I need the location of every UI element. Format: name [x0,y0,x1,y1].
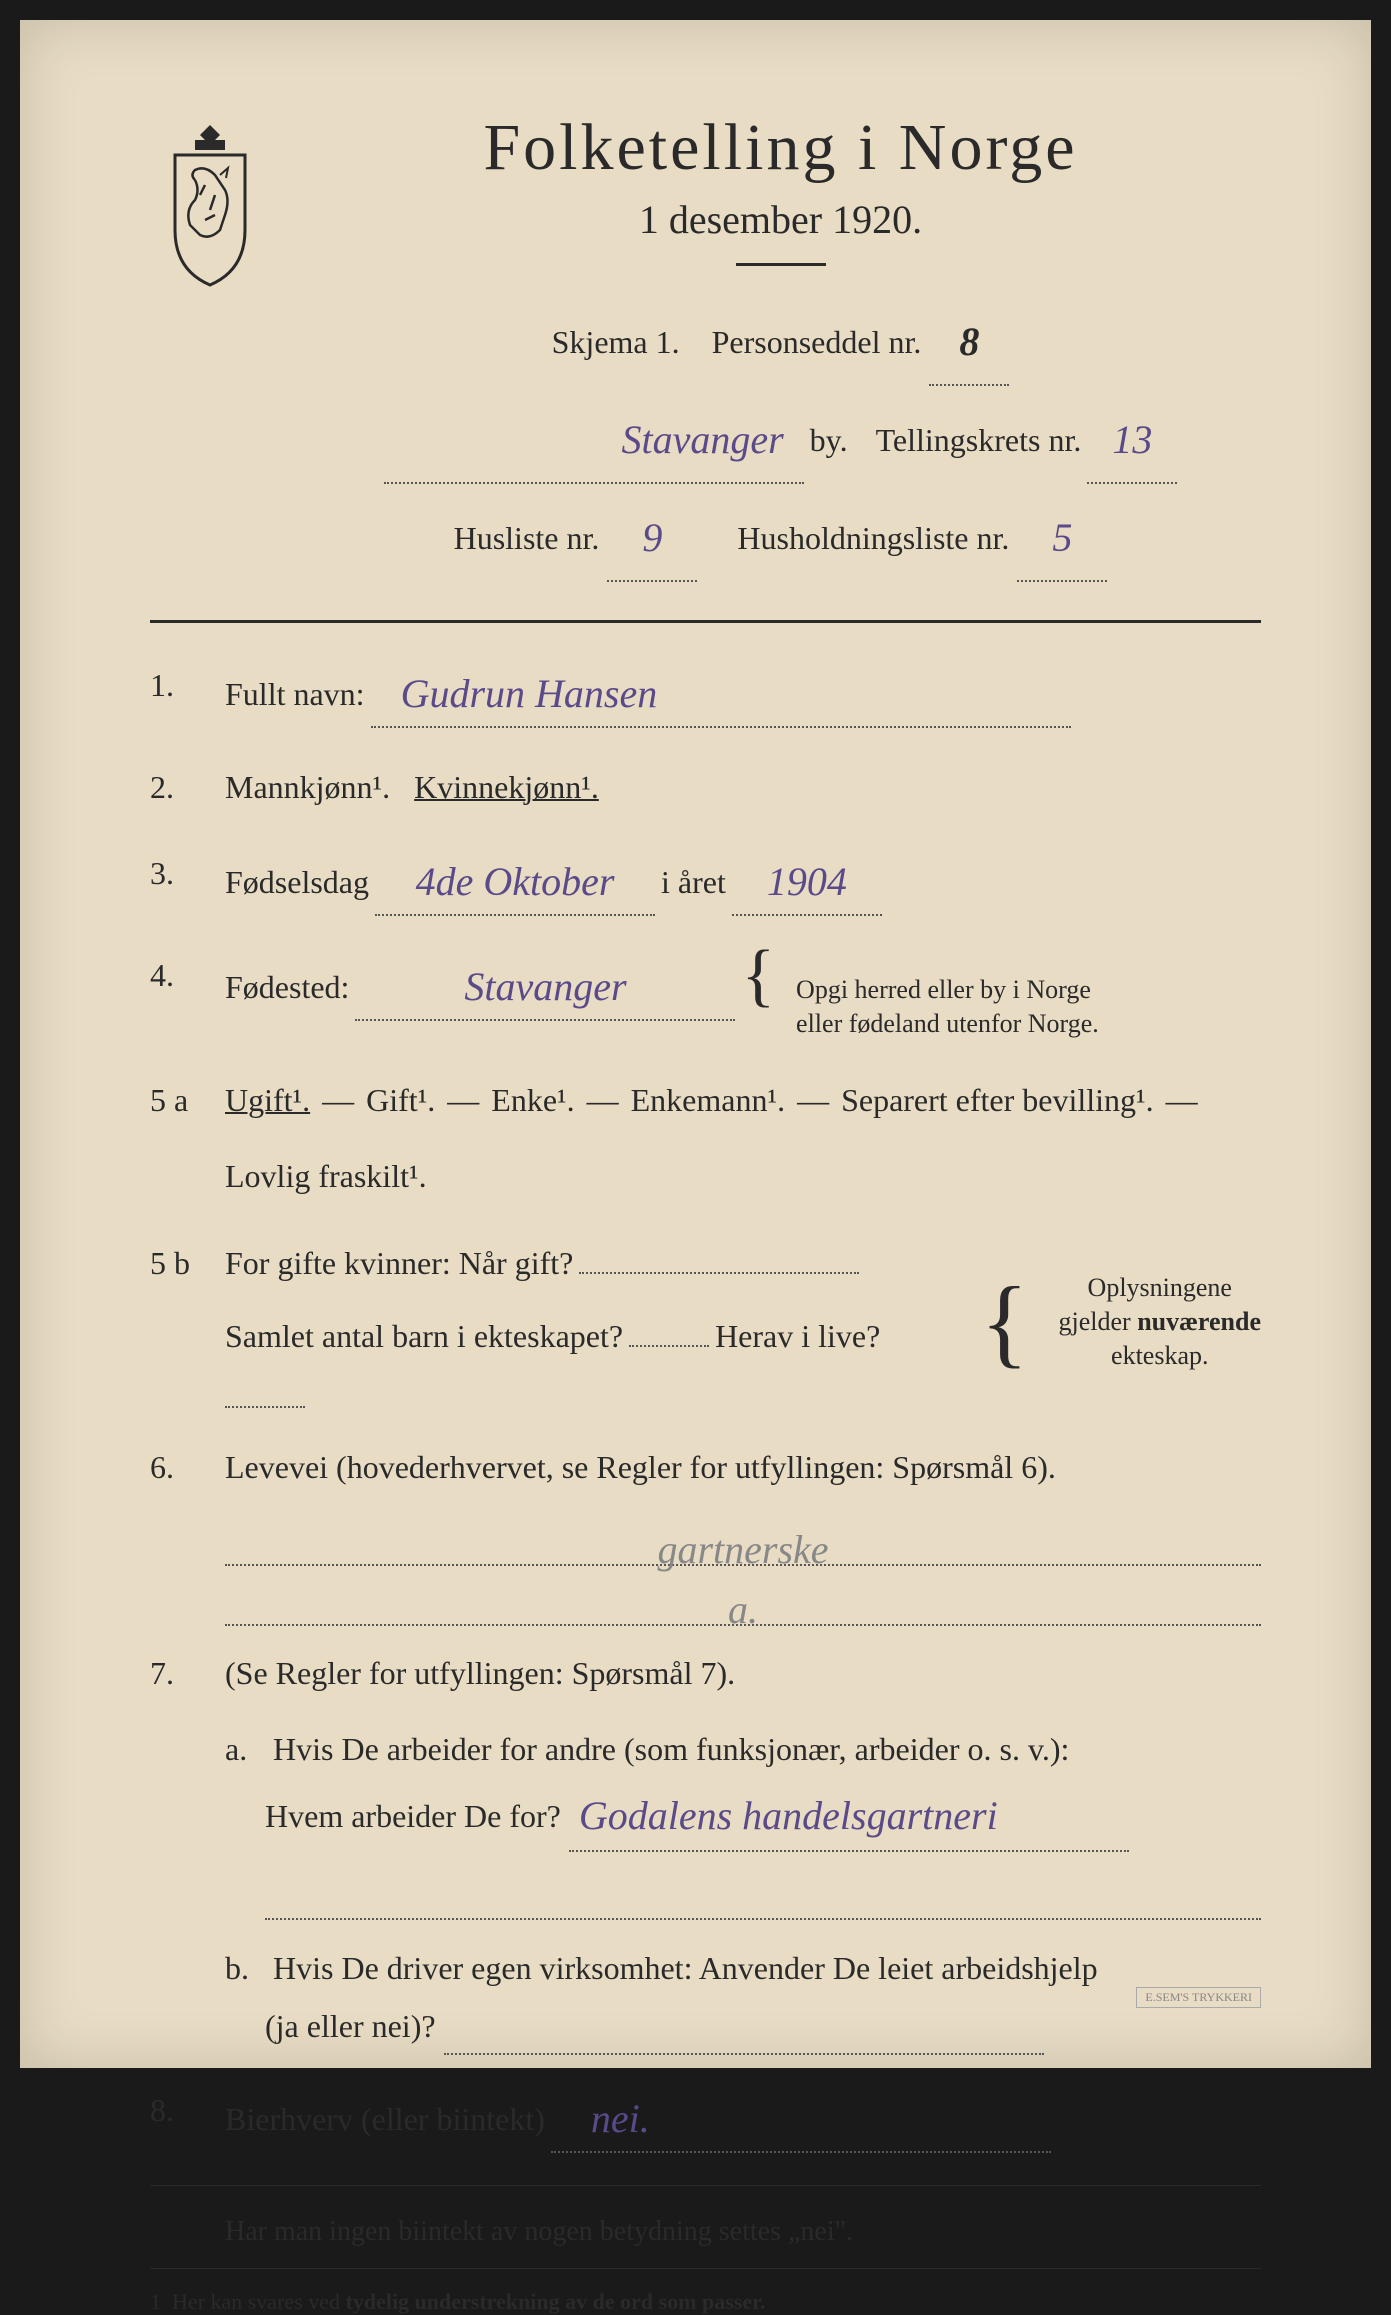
divider [150,2185,1261,2186]
q6-value-line1: gartnerske [225,1526,1261,1566]
q5a-lovlig: Lovlig fraskilt¹. [225,1158,427,1194]
census-form-page: Folketelling i Norge 1 desember 1920. Sk… [20,20,1371,2068]
q2-num: 2. [150,760,200,814]
coat-of-arms-icon [150,120,270,290]
q7-label: (Se Regler for utfyllingen: Spørsmål 7). [225,1655,735,1691]
question-3: 3. Fødselsdag 4de Oktober i året 1904 [150,846,1261,916]
q4-num: 4. [150,948,200,1041]
by-field: Stavanger [384,394,804,484]
q5a-gift: Gift¹. [366,1073,435,1127]
brace-icon: { [741,948,775,1004]
q7b-l1: Hvis De driver egen virksomhet: Anvender… [273,1950,1098,1986]
q5b-l2a: Samlet antal barn i ekteskapet? [225,1309,623,1363]
brace-icon: { [981,1282,1029,1362]
q5a-ugift: Ugift¹. [225,1073,310,1127]
q4-note: Opgi herred eller by i Norge eller fødel… [796,973,1099,1041]
question-4: 4. Fødested: Stavanger { Opgi herred ell… [150,948,1261,1041]
question-2: 2. Mannkjønn¹. Kvinnekjønn¹. [150,760,1261,814]
q5b-note: Oplysningene gjelder nuværende ekteskap. [1059,1271,1261,1372]
q3-label: Fødselsdag [225,855,369,909]
divider [150,2268,1261,2269]
form-meta: Skjema 1. Personseddel nr. 8 Stavanger b… [300,296,1261,582]
q5b-num: 5 b [150,1236,200,1408]
q5b-l1: For gifte kvinner: Når gift? [225,1236,573,1290]
q7b-field [444,2017,1044,2055]
tellingskrets-nr: 13 [1087,394,1177,484]
q5a-enke: Enke¹. [491,1073,574,1127]
footnote: 1 Her kan svares ved tydelig understrekn… [150,2289,1261,2315]
question-1: 1. Fullt navn: Gudrun Hansen [150,658,1261,728]
question-8: 8. Bierhverv (eller biintekt) nei. [150,2083,1261,2153]
q3-num: 3. [150,846,200,916]
husholdnings-label: Husholdningsliste nr. [737,520,1009,556]
q8-label: Bierhverv (eller biintekt) [225,2092,545,2146]
by-suffix: by. [810,405,848,475]
question-7b: b. Hvis De driver egen virksomhet: Anven… [225,1940,1261,2055]
printer-mark: E.SEM'S TRYKKERI [1136,1987,1261,2008]
q1-value: Gudrun Hansen [371,658,1071,728]
q4-label: Fødested: [225,960,349,1014]
q6-num: 6. [150,1440,200,1494]
question-7a: a. Hvis De arbeider for andre (som funks… [225,1721,1261,1853]
bottom-note: Har man ingen biintekt av nogen betydnin… [225,2216,1261,2248]
personseddel-label: Personseddel nr. [712,324,922,360]
skjema-label: Skjema 1. [552,324,680,360]
q2-kvinne: Kvinnekjønn¹. [414,769,599,805]
form-header: Folketelling i Norge 1 desember 1920. Sk… [150,110,1261,590]
q7a-l2: Hvem arbeider De for? [265,1798,561,1834]
q5b-l2b: Herav i live? [715,1309,880,1363]
husholdnings-nr: 5 [1017,492,1107,582]
q7a-l1: Hvis De arbeider for andre (som funksjon… [273,1731,1069,1767]
q3-day: 4de Oktober [375,846,655,916]
q5b-live-field [225,1369,305,1407]
q2-mann: Mannkjønn¹. [225,769,390,805]
q5b-barn-field [629,1309,709,1347]
question-5a: 5 a Ugift¹. — Gift¹. — Enke¹. — Enkemann… [150,1073,1261,1204]
q7b-letter: b. [225,1940,265,1998]
title-rule [736,263,826,266]
q7a-value: Godalens handelsgartneri [569,1778,1129,1852]
q5b-gift-field [579,1236,859,1274]
husliste-nr: 9 [607,492,697,582]
q4-value: Stavanger [355,951,735,1021]
question-7: 7. (Se Regler for utfyllingen: Spørsmål … [150,1646,1261,1700]
tellingskrets-label: Tellingskrets nr. [876,405,1082,475]
q5a-separert: Separert efter bevilling¹. [841,1073,1154,1127]
q5a-num: 5 a [150,1073,200,1204]
subtitle: 1 desember 1920. [300,196,1261,243]
q6-value-line2: a. [225,1586,1261,1626]
question-5b: 5 b For gifte kvinner: Når gift? Samlet … [150,1236,1261,1408]
q6-label: Levevei (hovederhvervet, se Regler for u… [225,1449,1056,1485]
title-block: Folketelling i Norge 1 desember 1920. Sk… [300,110,1261,590]
q5a-enkemann: Enkemann¹. [631,1073,785,1127]
q8-value: nei. [551,2083,1051,2153]
q8-num: 8. [150,2083,200,2153]
q3-year: 1904 [732,846,882,916]
q7-num: 7. [150,1646,200,1700]
q7a-extra-line [265,1880,1261,1920]
q3-mid: i året [661,855,726,909]
main-title: Folketelling i Norge [300,110,1261,186]
question-6: 6. Levevei (hovederhvervet, se Regler fo… [150,1440,1261,1494]
divider [150,620,1261,623]
personseddel-nr: 8 [929,296,1009,386]
q7a-letter: a. [225,1721,265,1779]
q1-num: 1. [150,658,200,728]
q7b-l2: (ja eller nei)? [265,2008,436,2044]
husliste-label: Husliste nr. [454,520,600,556]
q1-label: Fullt navn: [225,667,365,721]
